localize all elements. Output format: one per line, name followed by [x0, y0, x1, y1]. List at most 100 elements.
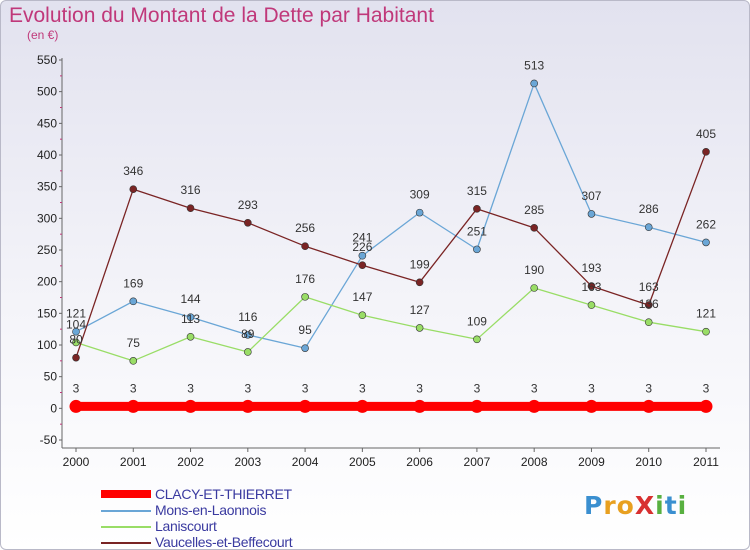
- data-point: [244, 348, 252, 356]
- data-label: 3: [359, 381, 366, 395]
- data-point: [702, 238, 710, 247]
- y-tick-label: 300: [37, 211, 57, 225]
- legend-item-clacy: CLACY-ET-THIERRET: [101, 486, 361, 503]
- y-tick-label: 400: [37, 148, 57, 162]
- axes: -50 0 50 100 150 200 250 300 350 400 450 500 550 2000…: [37, 53, 720, 469]
- data-label: 127: [410, 303, 430, 317]
- data-labels: 3 3 3 3 3 3 3 3 3 3 3 3 121 169 144 116 95 241 309 251 513 30…: [66, 58, 716, 395]
- data-point: [186, 332, 195, 341]
- data-label: 116: [238, 310, 257, 324]
- data-label: 109: [467, 314, 487, 328]
- y-tick-label: 250: [37, 243, 57, 257]
- data-point: [584, 399, 598, 413]
- data-point: [72, 327, 80, 336]
- legend-item-mons: Mons-en-Laonnois: [101, 502, 361, 519]
- data-point: [702, 327, 710, 336]
- data-point: [473, 205, 481, 213]
- data-point: [587, 210, 596, 218]
- legend-item-laniscourt: Laniscourt: [101, 518, 361, 535]
- data-label: 163: [581, 280, 601, 294]
- data-point: [129, 185, 138, 193]
- x-tick-label: 2007: [464, 455, 491, 469]
- data-label: 251: [467, 224, 487, 238]
- legend-label: Vaucelles-et-Beffecourt: [155, 534, 293, 550]
- data-point: [587, 301, 596, 309]
- data-point: [470, 399, 484, 413]
- data-point: [530, 284, 538, 292]
- y-tick-label: 0: [50, 401, 57, 415]
- data-point: [301, 293, 309, 301]
- data-label: 113: [181, 312, 200, 326]
- data-label: 144: [181, 292, 201, 306]
- series-lines: [75, 82, 707, 411]
- y-tick-label: 550: [37, 53, 57, 67]
- data-point: [69, 399, 83, 413]
- x-tick-label: 2008: [521, 455, 548, 469]
- data-label: 163: [639, 280, 659, 294]
- data-point: [702, 148, 710, 156]
- data-label: 285: [524, 203, 544, 217]
- y-tick-label: 150: [37, 306, 57, 320]
- data-label: 3: [73, 381, 80, 395]
- x-tick-label: 2009: [578, 455, 605, 469]
- data-label: 3: [187, 381, 194, 395]
- data-label: 169: [123, 276, 143, 290]
- data-point: [530, 224, 538, 232]
- series-line-1: [75, 82, 707, 349]
- series-line-2: [75, 287, 707, 362]
- data-label: 226: [352, 240, 372, 254]
- data-label: 316: [181, 183, 201, 197]
- data-point: [126, 399, 140, 413]
- x-tick-label: 2002: [177, 455, 204, 469]
- chart-title: Evolution du Montant de la Dette par Hab…: [9, 4, 434, 27]
- x-tick-label: 2011: [693, 455, 719, 469]
- legend-swatch: [101, 526, 151, 528]
- data-point: [644, 301, 653, 309]
- data-point: [298, 399, 312, 413]
- y-tick-label: 50: [44, 370, 58, 384]
- x-tick-label: 2004: [292, 455, 319, 469]
- data-point: [244, 331, 252, 339]
- data-label: 307: [581, 189, 601, 203]
- data-label: 3: [645, 381, 652, 395]
- data-label: 405: [696, 127, 716, 141]
- data-label: 262: [696, 217, 716, 231]
- data-label: 3: [130, 381, 137, 395]
- data-label: 121: [66, 307, 86, 321]
- data-point: [355, 399, 369, 413]
- data-point: [587, 282, 596, 290]
- data-label: 176: [295, 272, 315, 286]
- x-tick-label: 2005: [349, 455, 376, 469]
- data-label: 3: [244, 381, 251, 395]
- data-point: [186, 313, 195, 321]
- legend-swatch: [101, 542, 151, 544]
- legend-item-vaucelles: Vaucelles-et-Beffecourt: [101, 534, 361, 550]
- data-point: [72, 353, 80, 362]
- data-point: [72, 338, 80, 347]
- data-point: [358, 311, 367, 320]
- data-point: [415, 208, 424, 217]
- data-label: 346: [123, 164, 143, 178]
- data-label: 75: [127, 336, 141, 350]
- legend-label: Laniscourt: [155, 518, 217, 534]
- legend-swatch: [101, 510, 151, 512]
- data-label: 3: [588, 381, 595, 395]
- data-point: [699, 399, 713, 413]
- data-point: [358, 251, 367, 260]
- data-label: 3: [416, 381, 423, 395]
- y-tick-label: 500: [37, 85, 57, 99]
- data-label: 286: [639, 202, 659, 216]
- data-point: [184, 399, 198, 413]
- legend-label: CLACY-ET-THIERRET: [155, 486, 292, 502]
- proxiti-logo: ProXiti: [584, 491, 688, 520]
- y-tick-label: 350: [37, 180, 57, 194]
- data-point: [186, 204, 195, 212]
- data-point: [644, 318, 653, 327]
- legend: CLACY-ET-THIERRET Mons-en-Laonnois Lanis…: [101, 486, 361, 550]
- data-point: [129, 357, 138, 365]
- data-label: 199: [410, 257, 430, 271]
- data-label: 104: [66, 317, 86, 331]
- series-points: [69, 79, 713, 413]
- data-label: 315: [467, 184, 487, 198]
